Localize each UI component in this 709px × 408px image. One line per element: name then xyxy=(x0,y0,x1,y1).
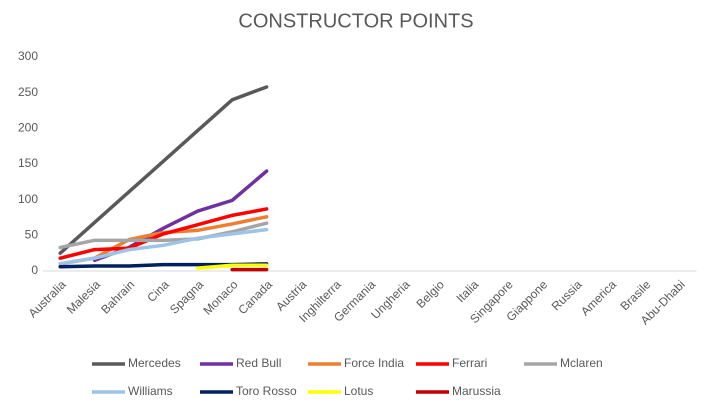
chart-title: CONSTRUCTOR POINTS xyxy=(238,10,473,32)
y-tick-label: 300 xyxy=(18,49,38,63)
y-tick-label: 50 xyxy=(25,228,39,242)
series-line xyxy=(58,207,269,260)
legend-label: Force India xyxy=(344,356,404,370)
y-tick-label: 0 xyxy=(31,263,38,277)
y-tick-label: 100 xyxy=(18,192,38,206)
legend-label: Red Bull xyxy=(236,356,281,370)
legend-label: Lotus xyxy=(344,384,373,398)
legend-label: Williams xyxy=(128,384,173,398)
y-tick-label: 250 xyxy=(18,85,38,99)
series-line xyxy=(58,85,269,255)
y-tick-label: 150 xyxy=(18,156,38,170)
series-line xyxy=(58,221,269,250)
legend-label: Toro Rosso xyxy=(236,384,297,398)
y-tick-label: 200 xyxy=(18,121,38,135)
legend-label: Marussia xyxy=(452,384,501,398)
legend-label: Mclaren xyxy=(560,356,603,370)
series-line xyxy=(196,263,269,270)
series-line xyxy=(58,227,269,266)
legend-label: Ferrari xyxy=(452,356,487,370)
legend-label: Mercedes xyxy=(128,356,181,370)
